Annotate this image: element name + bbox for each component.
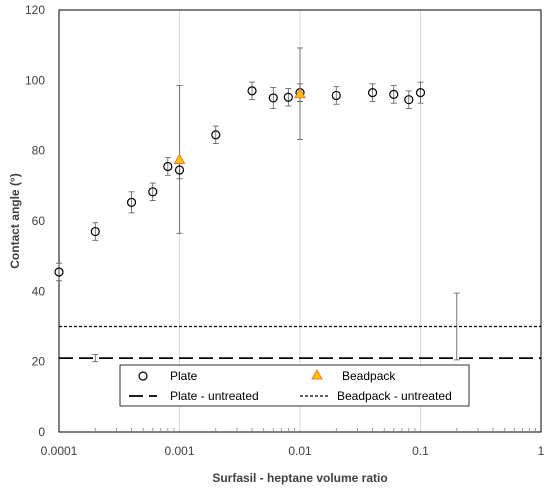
reference-lines bbox=[59, 325, 541, 360]
y-tick-label-0: 0 bbox=[38, 425, 45, 439]
plate-point-1 bbox=[90, 226, 100, 237]
plate-point-11 bbox=[331, 90, 341, 101]
plate-point-2 bbox=[126, 197, 137, 207]
plate-point-14 bbox=[404, 95, 414, 105]
legend-box bbox=[119, 364, 470, 407]
x-tick-label-2: 0.01 bbox=[288, 444, 312, 458]
legend: Plate Beadpack Plate - untreated Beadpac… bbox=[119, 364, 470, 407]
y-tick-label-1: 20 bbox=[32, 355, 46, 369]
plate-point-6 bbox=[211, 130, 221, 140]
legend-plate-untreated-label: Plate - untreated bbox=[170, 389, 259, 403]
x-tick-label-3: 0.1 bbox=[412, 444, 429, 458]
legend-plate-marker bbox=[138, 371, 148, 381]
x-tick-labels: 0.0001 0.001 0.01 0.1 1 bbox=[41, 444, 545, 458]
y-axis-title: Contact angle (°) bbox=[8, 173, 22, 268]
legend-beadpack-marker bbox=[311, 368, 323, 380]
plate-point-13 bbox=[389, 89, 399, 100]
beadpack-point-0 bbox=[173, 153, 186, 164]
legend-plate-label: Plate bbox=[170, 369, 198, 383]
y-tick-label-4: 80 bbox=[32, 144, 46, 158]
beadpack-point-1 bbox=[294, 87, 306, 99]
x-tick-label-1: 0.001 bbox=[164, 444, 194, 458]
plate-point-8 bbox=[268, 93, 278, 103]
plate-point-4 bbox=[163, 161, 173, 172]
plot-area-frame bbox=[58, 9, 542, 433]
y-tick-label-2: 40 bbox=[32, 284, 46, 298]
y-tick-label-5: 100 bbox=[25, 73, 45, 87]
x-axis-title: Surfasil - heptane volume ratio bbox=[212, 471, 387, 485]
plate-point-7 bbox=[247, 86, 257, 96]
x-tick-label-0: 0.0001 bbox=[41, 444, 78, 458]
legend-beadpack-untreated-label: Beadpack - untreated bbox=[337, 389, 452, 403]
x-minor-ticks bbox=[94, 428, 536, 432]
data-markers bbox=[54, 86, 426, 277]
plate-point-3 bbox=[148, 187, 158, 197]
plate-point-15 bbox=[415, 88, 426, 98]
plate-point-5 bbox=[174, 165, 185, 175]
plate-point-0 bbox=[54, 267, 64, 277]
legend-beadpack-label: Beadpack bbox=[342, 369, 396, 383]
y-tick-labels: 0 20 40 60 80 100 120 bbox=[25, 3, 45, 439]
plate-point-12 bbox=[367, 88, 378, 98]
y-tick-label-3: 60 bbox=[32, 214, 46, 228]
y-tick-label-6: 120 bbox=[25, 3, 45, 17]
x-tick-label-4: 1 bbox=[538, 444, 545, 458]
plate-point-9 bbox=[283, 92, 293, 102]
